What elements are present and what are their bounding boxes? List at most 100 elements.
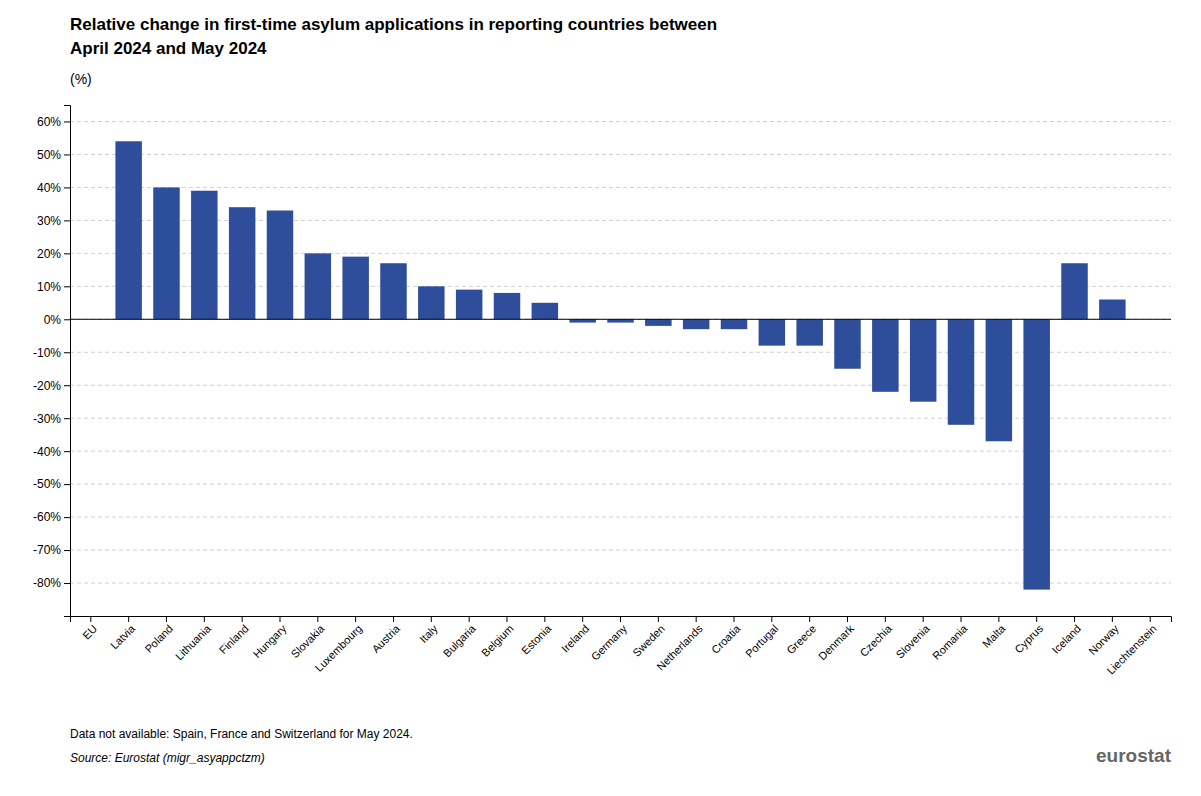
x-tick-label: Germany	[589, 622, 630, 663]
x-tick-mark	[771, 616, 772, 622]
x-tick-label: Iceland	[1050, 622, 1084, 656]
x-tick-label: Portugal	[743, 622, 780, 659]
x-tick: Ireland	[559, 616, 591, 655]
y-tick-mark	[64, 550, 70, 551]
x-tick-mark	[582, 616, 583, 622]
y-tick: 40%	[37, 181, 70, 195]
x-tick-mark	[166, 616, 167, 622]
y-axis: -80%-70%-60%-50%-40%-30%-20%-10%0%10%20%…	[33, 106, 71, 617]
y-tick-label: -30%	[33, 412, 61, 426]
y-tick: -20%	[33, 379, 70, 393]
grid-line	[70, 517, 1171, 518]
zero-line	[70, 319, 1171, 320]
bar	[796, 319, 822, 345]
x-tick-label: Romania	[930, 622, 970, 662]
bar	[305, 253, 331, 319]
plot: -80%-70%-60%-50%-40%-30%-20%-10%0%10%20%…	[33, 106, 1172, 677]
y-tick-mark	[64, 517, 70, 518]
x-tick-label: Luxembourg	[312, 622, 364, 674]
x-tick: Czechia	[857, 616, 894, 659]
x-tick: Finland	[217, 616, 251, 656]
y-tick-label: 40%	[37, 181, 61, 195]
bar	[532, 303, 558, 319]
y-tick-label: -10%	[33, 346, 61, 360]
x-tick-mark	[469, 616, 470, 622]
x-tick: Germany	[589, 616, 630, 663]
y-tick: -80%	[33, 576, 70, 590]
y-tick: -60%	[33, 510, 70, 524]
x-tick-label: Slovakia	[288, 622, 327, 661]
bar	[115, 141, 141, 319]
x-tick-mark	[620, 616, 621, 622]
y-tick-mark	[64, 286, 70, 287]
y-tick-mark	[64, 385, 70, 386]
grid-line	[70, 121, 1171, 122]
y-tick: -70%	[33, 543, 70, 557]
y-tick: -30%	[33, 412, 70, 426]
x-tick-mark	[923, 616, 924, 622]
x-tick-mark	[658, 616, 659, 622]
bar	[153, 187, 179, 319]
bar	[229, 207, 255, 319]
y-tick: -40%	[33, 445, 70, 459]
y-tick: 30%	[37, 214, 70, 228]
x-tick: Denmark	[816, 616, 856, 662]
x-tick: Romania	[930, 616, 970, 662]
x-tick-label: Malta	[980, 622, 1008, 650]
x-tick-label: Slovenia	[893, 622, 932, 661]
x-tick: Croatia	[709, 616, 743, 656]
y-tick-mark	[64, 451, 70, 452]
x-tick-mark	[809, 616, 810, 622]
x-tick-mark	[355, 616, 356, 622]
x-tick-mark	[998, 616, 999, 622]
x-tick: Malta	[980, 616, 1008, 650]
y-tick-mark	[64, 484, 70, 485]
x-tick-mark	[1036, 616, 1037, 622]
y-tick: -10%	[33, 346, 70, 360]
y-tick: 50%	[37, 148, 70, 162]
y-tick-label: -20%	[33, 379, 61, 393]
y-tick-mark	[64, 121, 70, 122]
bar	[494, 293, 520, 319]
x-tick: Iceland	[1050, 616, 1084, 656]
x-tick-mark	[961, 616, 962, 622]
x-tick-mark	[1074, 616, 1075, 622]
x-tick: Sweden	[630, 616, 667, 659]
x-tick: Hungary	[251, 616, 289, 660]
x-tick: Italy	[417, 616, 440, 645]
bar	[872, 319, 898, 392]
x-tick: Luxembourg	[312, 616, 364, 674]
x-tick-mark	[279, 616, 280, 622]
bar	[1061, 263, 1087, 319]
x-tick-label: EU	[80, 622, 99, 641]
x-tick-label: Cyprus	[1012, 622, 1045, 655]
x-tick-label: Netherlands	[654, 622, 705, 673]
y-tick-label: 10%	[37, 280, 61, 294]
y-tick-mark	[64, 187, 70, 188]
bar	[1099, 300, 1125, 320]
y-tick: 60%	[37, 115, 70, 129]
bar	[380, 263, 406, 319]
x-tick-label: Czechia	[857, 622, 894, 659]
y-tick-label: 20%	[37, 247, 61, 261]
grid-line	[70, 187, 1171, 188]
y-tick-label: -60%	[33, 510, 61, 524]
bar	[456, 290, 482, 320]
y-tick-label: -40%	[33, 445, 61, 459]
x-tick-label: Belgium	[479, 622, 516, 659]
y-tick-label: -80%	[33, 576, 61, 590]
x-tick: Slovenia	[893, 616, 932, 661]
x-tick-mark	[506, 616, 507, 622]
x-tick-label: Italy	[417, 622, 440, 645]
x-tick-mark	[317, 616, 318, 622]
x-axis: EULatviaPolandLithuaniaFinlandHungarySlo…	[71, 616, 1172, 677]
bar	[191, 191, 217, 320]
annotation: Data not available: Spain, France and Sw…	[70, 727, 413, 741]
y-tick-mark	[64, 319, 70, 320]
title: April 2024 and May 2024	[70, 39, 267, 58]
x-tick: Estonia	[519, 616, 554, 657]
x-tick-label: Greece	[784, 622, 818, 656]
x-tick-label: Sweden	[630, 622, 667, 659]
x-tick: Belgium	[479, 616, 516, 659]
x-tick-label: Norway	[1086, 622, 1121, 657]
